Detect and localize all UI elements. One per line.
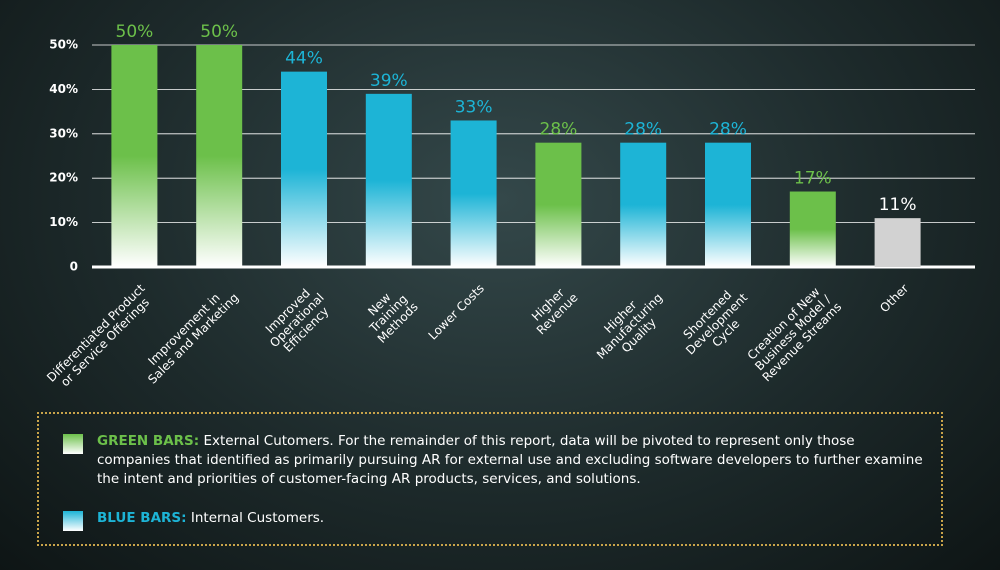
y-tick-label: 50% xyxy=(49,38,78,52)
legend: GREEN BARS: External Cutomers. For the r… xyxy=(37,412,943,546)
bar xyxy=(365,93,412,267)
value-label: 39% xyxy=(370,71,408,91)
plot: 0 10% 20% 30% 40% 50% 50% 50% 44% 39% 33% 28% 28% 28%… xyxy=(49,22,921,274)
y-tick-label: 10% xyxy=(49,215,78,229)
legend-label: BLUE BARS: xyxy=(97,510,187,526)
bar xyxy=(196,45,243,267)
bar xyxy=(111,45,158,267)
legend-label: GREEN BARS: xyxy=(97,433,200,449)
legend-item: BLUE BARS: Internal Customers. xyxy=(63,509,927,531)
value-label: 33% xyxy=(455,97,493,117)
value-label: 50% xyxy=(116,22,154,42)
bar xyxy=(874,218,921,267)
value-label: 44% xyxy=(285,49,323,69)
value-label: 17% xyxy=(794,169,832,189)
bar xyxy=(789,191,836,267)
value-label: 28% xyxy=(540,120,578,140)
value-label: 11% xyxy=(879,195,917,215)
bar xyxy=(281,71,327,267)
bar xyxy=(705,142,751,267)
y-tick-label: 40% xyxy=(49,82,78,96)
value-label: 50% xyxy=(200,22,238,42)
legend-text: Internal Customers. xyxy=(190,510,325,526)
legend-item: GREEN BARS: External Cutomers. For the r… xyxy=(63,432,927,489)
legend-text: External Cutomers. For the remainder of … xyxy=(97,433,923,487)
bar xyxy=(620,142,667,267)
y-tick-label: 0 xyxy=(70,260,78,274)
legend-swatch xyxy=(63,434,83,454)
value-label: 28% xyxy=(709,120,747,140)
y-tick-label: 20% xyxy=(49,171,78,185)
bar xyxy=(450,120,497,267)
value-label: 28% xyxy=(624,120,662,140)
y-tick-label: 30% xyxy=(49,126,78,140)
bar xyxy=(535,142,582,267)
legend-swatch xyxy=(63,511,83,531)
